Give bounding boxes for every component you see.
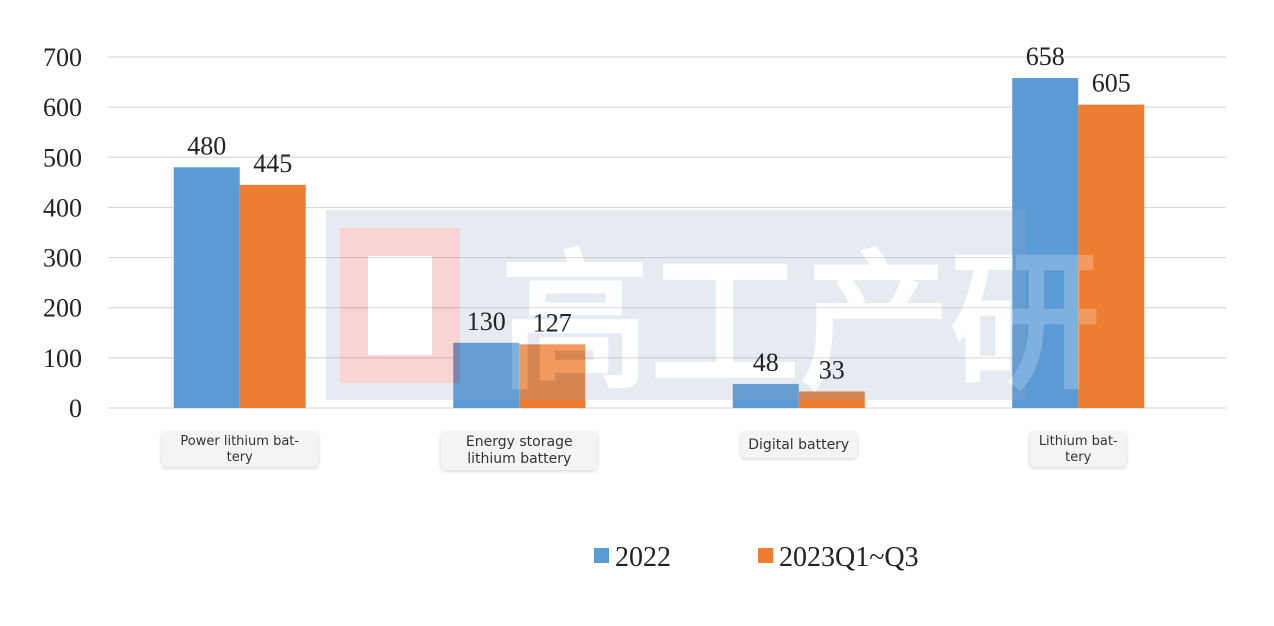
bar-value-label: 127 [533, 308, 572, 337]
y-tick-label: 400 [43, 193, 82, 222]
watermark-logo-box [340, 228, 460, 383]
y-tick-label: 500 [43, 143, 82, 172]
legend-swatch [594, 548, 609, 563]
bars [173, 78, 1145, 408]
legend-label: 2023Q1~Q3 [779, 542, 919, 573]
watermark-logo-inner [368, 256, 432, 355]
bar-value-label: 130 [467, 307, 506, 336]
bar [1078, 104, 1145, 408]
bar [519, 344, 586, 408]
y-tick-label: 300 [43, 244, 82, 273]
x-category-label: Lithium bat- tery [1030, 432, 1127, 468]
bar [239, 184, 306, 408]
y-tick-label: 600 [43, 93, 82, 122]
bar-value-label: 445 [253, 149, 292, 178]
bar-value-label: 33 [819, 355, 845, 384]
bar-value-label: 480 [187, 131, 226, 160]
y-axis-ticks: 0 100 200 300 400 500 600 700 [43, 43, 82, 423]
bar [732, 383, 799, 408]
y-tick-label: 200 [43, 294, 82, 323]
data-labels: 480 445 130 127 48 33 658 605 [187, 42, 1131, 384]
x-category-label: Power lithium bat- tery [161, 432, 318, 468]
y-tick-label: 0 [69, 394, 82, 423]
y-tick-label: 100 [43, 344, 82, 373]
x-category-label: Digital battery [740, 432, 857, 458]
legend-swatch [758, 548, 773, 563]
bar-value-label: 658 [1026, 42, 1065, 71]
watermark: 高工产研 [326, 210, 1100, 411]
y-tick-label: 700 [43, 43, 82, 72]
bar [453, 342, 520, 408]
bar [173, 167, 240, 408]
x-category-label: Energy storage lithium battery [441, 432, 598, 470]
watermark-text: 高工产研 [500, 237, 1100, 411]
bar-value-label: 605 [1092, 69, 1131, 98]
bar [798, 391, 865, 408]
legend-label: 2022 [615, 542, 671, 573]
watermark-band [326, 210, 1026, 400]
bar-value-label: 48 [753, 348, 779, 377]
legend: 2022 2023Q1~Q3 [594, 542, 919, 573]
bar [1012, 78, 1079, 408]
